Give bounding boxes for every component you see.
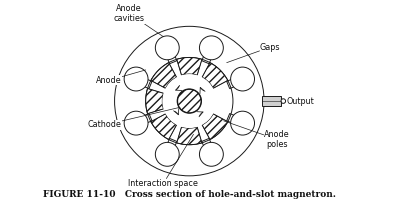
Circle shape (162, 74, 216, 128)
Polygon shape (202, 63, 228, 88)
Circle shape (230, 111, 255, 135)
Polygon shape (227, 114, 234, 123)
Polygon shape (227, 79, 234, 89)
Polygon shape (168, 56, 177, 64)
Circle shape (200, 36, 223, 60)
Circle shape (200, 142, 223, 166)
Text: Anode
poles: Anode poles (224, 121, 290, 149)
Circle shape (114, 26, 264, 176)
Circle shape (124, 111, 148, 135)
Polygon shape (146, 88, 164, 114)
Text: Cathode: Cathode (88, 107, 180, 129)
Text: Anode: Anode (96, 70, 146, 85)
Text: Interaction space: Interaction space (128, 134, 198, 188)
Polygon shape (168, 138, 177, 146)
Circle shape (124, 67, 148, 91)
Polygon shape (202, 56, 211, 64)
Polygon shape (151, 63, 177, 88)
Polygon shape (202, 138, 211, 146)
Text: Output: Output (287, 97, 315, 106)
Text: FIGURE 11-10   Cross section of hole-and-slot magnetron.: FIGURE 11-10 Cross section of hole-and-s… (43, 190, 336, 199)
Polygon shape (151, 114, 177, 140)
Circle shape (281, 99, 286, 103)
Text: Gaps: Gaps (227, 43, 280, 63)
Circle shape (155, 36, 179, 60)
Circle shape (230, 67, 255, 91)
Bar (262, 96, 281, 106)
Polygon shape (177, 127, 202, 145)
Text: Anode
cavities: Anode cavities (114, 4, 164, 37)
Polygon shape (177, 57, 202, 75)
Polygon shape (144, 114, 152, 123)
Circle shape (155, 142, 179, 166)
Polygon shape (144, 79, 152, 89)
Circle shape (146, 57, 233, 145)
Polygon shape (202, 114, 228, 140)
Circle shape (177, 89, 201, 113)
